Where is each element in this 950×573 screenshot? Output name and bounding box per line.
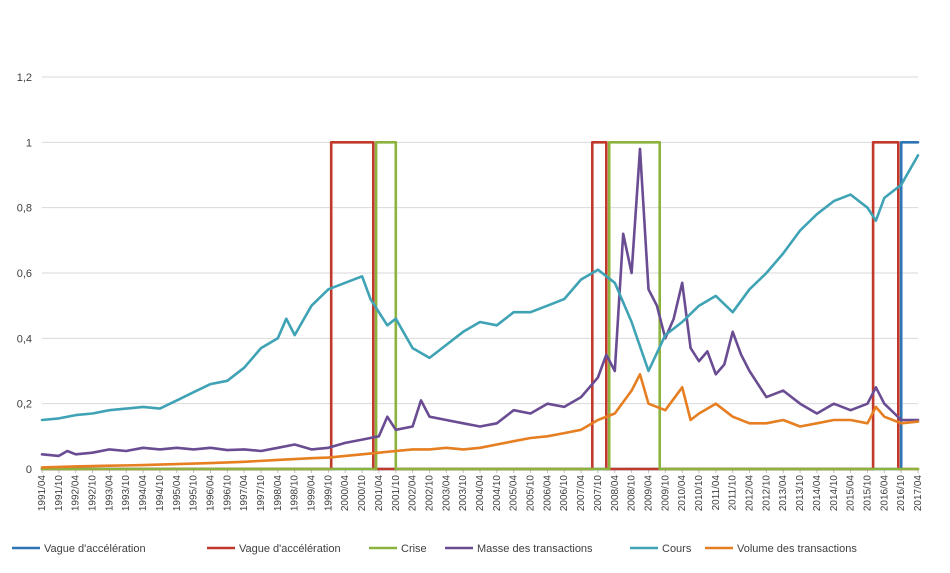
x-tick-label: 2010/10: [694, 475, 705, 512]
x-tick-label: 2003/10: [458, 475, 469, 512]
x-tick-label: 1997/10: [256, 475, 267, 512]
y-tick-label: 0: [26, 464, 32, 476]
series-line-3: [40, 147, 920, 458]
y-tick-label: 0,2: [17, 399, 32, 411]
x-tick-label: 2000/04: [340, 475, 351, 512]
y-tick-label: 0,8: [17, 203, 32, 215]
legend-label: Cours: [662, 543, 692, 555]
x-tick-label: 1994/04: [138, 475, 149, 512]
x-tick-label: 2005/04: [509, 475, 520, 512]
x-tick-label: 2014/04: [812, 475, 823, 512]
x-tick-label: 1995/10: [189, 475, 200, 512]
series-line-4: [40, 154, 920, 422]
y-tick-label: 0,6: [17, 268, 32, 280]
legend-label: Vague d'accélération: [44, 543, 146, 555]
x-tick-label: 2013/10: [795, 475, 806, 512]
x-tick-label: 2007/10: [593, 475, 604, 512]
x-tick-label: 2002/04: [408, 475, 419, 512]
x-axis: 1991/04 1991/10 1992/04 1992/10 1993/04 1993/…: [37, 468, 924, 512]
gridlines: [42, 76, 918, 470]
series-group: [40, 141, 920, 471]
x-tick-label: 2000/10: [357, 475, 368, 512]
y-tick-label: 0,4: [17, 333, 32, 345]
x-tick-label: 2010/04: [677, 475, 688, 512]
x-tick-label: 2007/04: [576, 475, 587, 512]
x-tick-label: 2011/10: [728, 475, 739, 511]
x-tick-label: 2009/10: [660, 475, 671, 512]
x-tick-label: 1993/04: [104, 475, 115, 512]
x-tick-label: 2009/04: [643, 475, 654, 512]
x-tick-label: 2012/04: [745, 475, 756, 512]
x-tick-label: 2006/04: [542, 475, 553, 512]
x-tick-label: 1999/10: [323, 475, 334, 512]
y-axis: 0 0,2 0,4 0,6 0,8 1 1,2: [17, 72, 32, 476]
x-tick-label: 2008/10: [627, 475, 638, 512]
x-tick-label: 2001/10: [391, 475, 402, 512]
x-tick-label: 2003/04: [441, 475, 452, 512]
x-tick-label: 2015/04: [846, 475, 857, 512]
x-tick-label: 1994/10: [155, 475, 166, 512]
legend-label: Crise: [401, 543, 427, 555]
x-tick-label: 2002/10: [424, 475, 435, 512]
x-tick-label: 2016/10: [896, 475, 907, 512]
series-line-5: [40, 373, 920, 469]
legend-label: Masse des transactions: [477, 543, 593, 555]
x-tick-label: 1999/04: [307, 475, 318, 512]
x-tick-label: 1996/10: [222, 475, 233, 512]
x-tick-label: 2005/10: [526, 475, 537, 512]
x-tick-label: 1995/04: [172, 475, 183, 512]
x-tick-label: 2016/04: [879, 475, 890, 512]
x-tick-label: 2013/04: [778, 475, 789, 512]
x-tick-label: 1991/04: [37, 475, 48, 512]
x-tick-label: 1998/10: [290, 475, 301, 512]
x-tick-label: 2008/04: [610, 475, 621, 512]
x-tick-label: 1997/04: [239, 475, 250, 512]
legend-label: Volume des transactions: [737, 543, 857, 555]
x-tick-label: 2006/10: [559, 475, 570, 512]
y-tick-label: 1,2: [17, 72, 32, 84]
x-tick-label: 2011/04: [711, 475, 722, 511]
x-tick-label: 1991/10: [54, 475, 65, 512]
x-tick-label: 1992/10: [88, 475, 99, 512]
x-tick-label: 2014/10: [829, 475, 840, 512]
x-tick-label: 2015/10: [862, 475, 873, 512]
x-tick-label: 1993/10: [121, 475, 132, 512]
x-tick-label: 1998/04: [273, 475, 284, 512]
legend-label: Vague d'accélération: [239, 543, 341, 555]
x-tick-label: 2004/04: [475, 475, 486, 512]
x-tick-label: 2004/10: [492, 475, 503, 512]
x-tick-label: 2012/10: [761, 475, 772, 512]
series-line-1: [40, 141, 920, 471]
y-tick-label: 1: [26, 137, 32, 149]
x-tick-label: 1996/04: [205, 475, 216, 512]
x-tick-label: 2001/04: [374, 475, 385, 512]
x-tick-label: 1992/04: [71, 475, 82, 512]
x-tick-label: 2017/04: [913, 475, 924, 512]
legend: Vague d'accélération Vague d'accélération…: [12, 543, 857, 555]
